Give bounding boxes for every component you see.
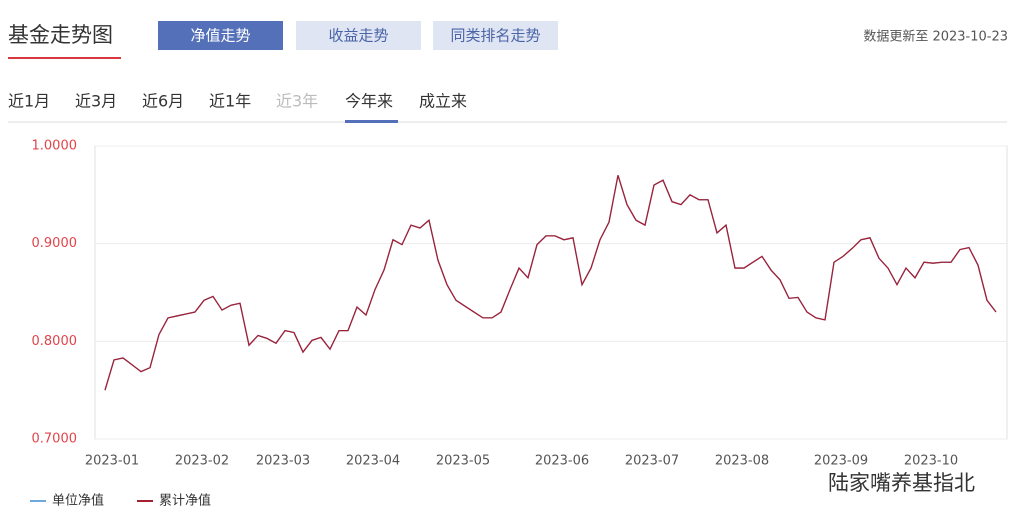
y-tick-label: 0.9000 bbox=[32, 236, 78, 251]
period-tab[interactable]: 近6月 bbox=[142, 92, 184, 111]
watermark: 陆家嘴养基指北 bbox=[828, 471, 975, 495]
y-tick-label: 0.8000 bbox=[32, 334, 78, 349]
period-tab[interactable]: 近1月 bbox=[8, 92, 50, 111]
legend-label[interactable]: 单位净值 bbox=[52, 493, 104, 509]
y-tick-label: 1.0000 bbox=[32, 139, 78, 154]
view-tab-label[interactable]: 同类排名走势 bbox=[450, 27, 540, 45]
x-tick-label: 2023-03 bbox=[256, 454, 310, 469]
title-underline bbox=[8, 57, 121, 59]
x-tick-label: 2023-09 bbox=[814, 454, 868, 469]
x-tick-label: 2023-08 bbox=[715, 454, 769, 469]
x-tick-label: 2023-10 bbox=[904, 454, 958, 469]
x-tick-label: 2023-06 bbox=[535, 454, 589, 469]
x-tick-label: 2023-05 bbox=[436, 454, 490, 469]
period-tab[interactable]: 成立来 bbox=[419, 92, 467, 111]
period-selected-underline bbox=[345, 120, 398, 123]
x-tick-label: 2023-07 bbox=[625, 454, 679, 469]
view-tab-label[interactable]: 净值走势 bbox=[190, 27, 250, 45]
period-tab[interactable]: 近3年 bbox=[276, 92, 318, 111]
x-tick-label: 2023-04 bbox=[346, 454, 400, 469]
update-date: 数据更新至 2023-10-23 bbox=[863, 29, 1008, 45]
view-tab[interactable] bbox=[296, 21, 421, 50]
y-tick-label: 0.7000 bbox=[32, 432, 78, 447]
view-tab-label[interactable]: 收益走势 bbox=[328, 27, 388, 45]
x-tick-label: 2023-01 bbox=[85, 454, 139, 469]
plot-frame bbox=[94, 145, 1008, 440]
panel-title: 基金走势图 bbox=[8, 23, 113, 47]
period-tab[interactable]: 今年来 bbox=[345, 92, 393, 111]
view-tab[interactable] bbox=[158, 21, 283, 50]
view-tab[interactable] bbox=[433, 21, 558, 50]
period-tab[interactable]: 近1年 bbox=[209, 92, 251, 111]
period-tab[interactable]: 近3月 bbox=[75, 92, 117, 111]
legend-label[interactable]: 累计净值 bbox=[159, 493, 211, 509]
x-tick-label: 2023-02 bbox=[175, 454, 229, 469]
series-line bbox=[104, 175, 997, 391]
series-line bbox=[104, 175, 997, 391]
